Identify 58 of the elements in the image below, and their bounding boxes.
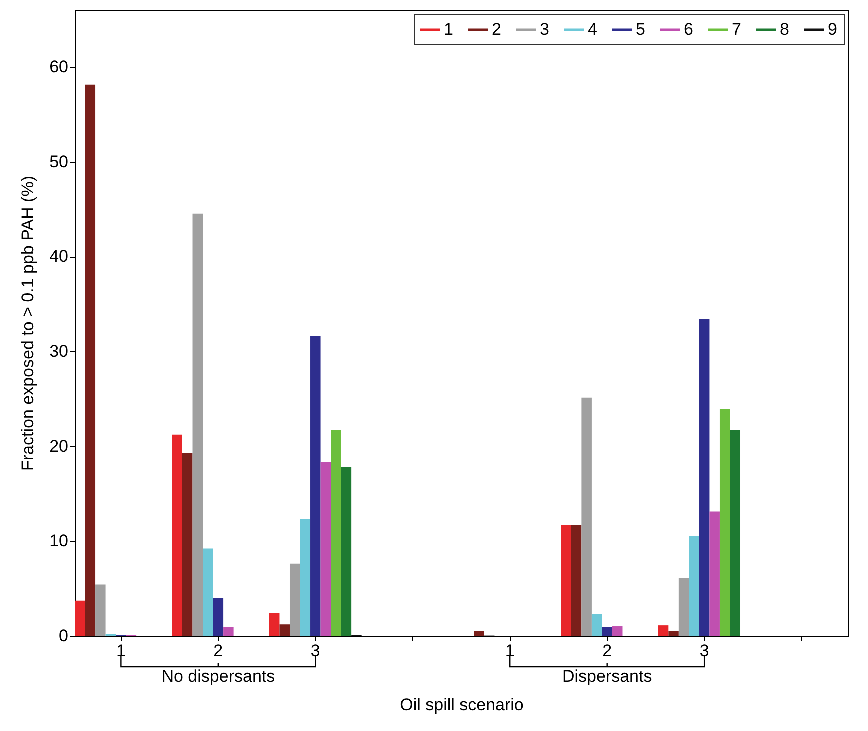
bar — [668, 631, 679, 636]
bar — [331, 430, 342, 636]
bar — [192, 214, 204, 636]
legend-label: 5 — [636, 20, 646, 39]
bar — [203, 548, 214, 636]
legend-label: 2 — [492, 20, 502, 39]
bar — [658, 626, 669, 636]
y-tick-label: 30 — [50, 342, 68, 361]
legend-label: 3 — [540, 20, 550, 39]
x-tick-label: 3 — [310, 642, 320, 660]
legend-label: 8 — [780, 20, 790, 39]
y-tick-label: 60 — [50, 57, 68, 76]
bar — [269, 613, 280, 636]
bar — [612, 626, 623, 636]
legend-label: 9 — [828, 20, 838, 39]
bar — [213, 598, 224, 636]
bar — [720, 409, 730, 636]
bar — [341, 467, 352, 636]
x-tick-label: 2 — [602, 642, 612, 660]
bar — [678, 578, 690, 636]
text: No dispersants — [162, 667, 276, 686]
bar — [300, 519, 311, 636]
bar — [290, 564, 300, 636]
y-tick-label: 0 — [59, 626, 68, 646]
x-tick-label: 3 — [700, 642, 710, 660]
bar — [592, 614, 602, 636]
bar — [310, 336, 321, 636]
bar — [730, 430, 741, 636]
bar — [320, 462, 332, 636]
bar — [602, 627, 612, 636]
bar — [582, 398, 592, 636]
bar — [699, 319, 710, 636]
y-tick-label: 40 — [50, 247, 68, 266]
bar — [280, 624, 290, 636]
y-tick-label: 10 — [50, 532, 68, 551]
y-tick-label: 20 — [50, 436, 68, 456]
legend-label: 7 — [732, 20, 742, 39]
x-tick-label: 2 — [214, 642, 224, 660]
bar — [474, 631, 484, 636]
y-tick-label: 50 — [50, 152, 68, 172]
legend-label: 6 — [684, 20, 694, 39]
x-tick-label: 1 — [116, 642, 126, 660]
bar — [561, 525, 572, 636]
x-axis-title: Oil spill scenario — [400, 696, 524, 714]
y-axis-title: Fraction exposed to > 0.1 ppb PAH (%) — [18, 176, 38, 471]
bar — [75, 600, 86, 636]
bar — [96, 584, 106, 636]
text: Dispersants — [562, 667, 652, 686]
bar — [172, 434, 182, 636]
legend-label: 4 — [588, 20, 598, 39]
bar — [182, 452, 193, 636]
bar — [224, 627, 234, 636]
x-tick-label: 1 — [505, 642, 515, 660]
legend-label: 1 — [444, 20, 454, 39]
bar — [689, 536, 700, 636]
bar — [85, 84, 96, 636]
bar — [710, 512, 720, 636]
bar — [571, 525, 582, 636]
